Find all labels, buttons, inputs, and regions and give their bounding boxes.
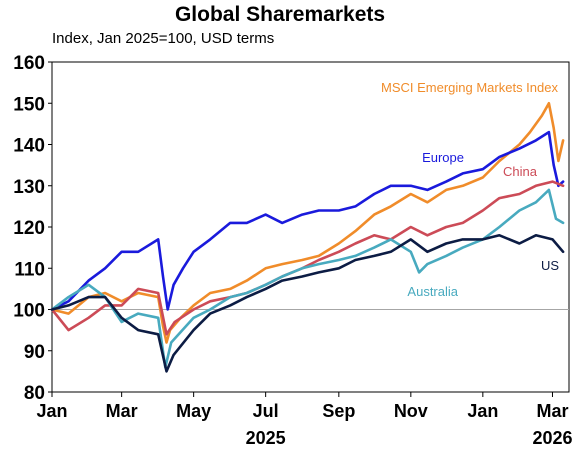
x-tick-label: Jan	[467, 401, 498, 421]
x-tick-label: Jul	[253, 401, 279, 421]
year-label: 2026	[532, 428, 572, 448]
year-labels: 2025 2026	[246, 428, 573, 448]
y-tick-label: 120	[13, 218, 45, 239]
x-tick-label: May	[176, 401, 211, 421]
y-tick-label: 150	[13, 94, 45, 115]
y-tick-label: 100	[13, 301, 45, 322]
y-ticks: 80 90 100 110 120 130 140 150 160	[13, 53, 52, 404]
series-label-europe: Europe	[422, 150, 464, 165]
series-label-china: China	[503, 164, 538, 179]
x-tick-label: Sep	[322, 401, 355, 421]
year-label: 2025	[246, 428, 286, 448]
series-label-australia: Australia	[407, 284, 458, 299]
series-line-msci-emerging-markets-index	[50, 102, 565, 344]
series-label-msci-emerging-markets-index: MSCI Emerging Markets Index	[381, 80, 559, 95]
chart-title: Global Sharemarkets	[175, 3, 385, 26]
series-line-australia	[50, 188, 565, 369]
series-labels: MSCI Emerging Markets Index Europe China Au…	[381, 80, 559, 299]
x-tick-label: Mar	[106, 401, 138, 421]
x-tick-label: Nov	[394, 401, 428, 421]
x-tick-label: Jan	[36, 401, 67, 421]
x-ticks: Jan Mar May Jul Sep Nov Jan Mar	[36, 392, 568, 421]
y-tick-label: 130	[13, 177, 45, 198]
y-tick-label: 110	[14, 259, 45, 280]
series-label-us: US	[541, 258, 559, 273]
plot-area	[51, 61, 570, 393]
y-tick-label: 160	[13, 53, 45, 74]
series-line-us	[50, 234, 565, 373]
series-line-europe	[50, 130, 565, 311]
series-lines	[50, 102, 565, 373]
y-tick-label: 80	[24, 383, 45, 404]
y-tick-label: 140	[13, 136, 45, 157]
y-tick-label: 90	[24, 342, 45, 363]
x-tick-label: Mar	[536, 401, 568, 421]
chart-subtitle: Index, Jan 2025=100, USD terms	[52, 30, 274, 47]
